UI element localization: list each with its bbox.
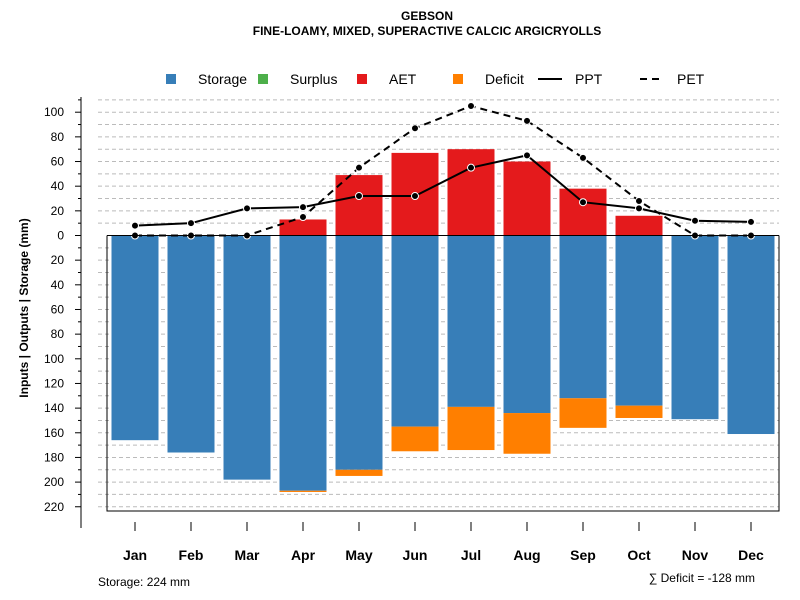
storage-bar-apr — [279, 235, 327, 491]
month-label-dec: Dec — [738, 547, 764, 563]
ppt-point-mar — [243, 204, 251, 213]
deficit-bar-may — [335, 469, 383, 476]
month-label-jul: Jul — [461, 547, 481, 563]
month-label-jan: Jan — [123, 547, 147, 563]
y-tick-label: 40 — [51, 179, 65, 193]
axes — [75, 97, 780, 531]
storage-bar-feb — [167, 235, 215, 453]
aet-bar-sep — [559, 188, 607, 236]
month-label-aug: Aug — [513, 547, 540, 563]
storage-bar-mar — [223, 235, 271, 480]
pet-point-jul — [467, 102, 475, 111]
y-tick-label: 100 — [44, 105, 64, 119]
y-tick-label: 80 — [51, 130, 65, 144]
aet-bar-aug — [503, 161, 551, 236]
storage-bar-aug — [503, 235, 551, 414]
pet-point-apr — [299, 213, 307, 222]
ppt-line — [134, 154, 752, 227]
deficit-total-label: ∑ Deficit = -128 mm — [649, 571, 755, 585]
x-tick-labels: Jan Feb Mar Apr May Jun Jul Aug Sep Oct Nov Dec — [123, 547, 764, 563]
storage-bar-dec — [727, 235, 775, 435]
legend-swatch-deficit — [453, 74, 463, 84]
y-tick-label: 160 — [44, 426, 64, 440]
deficit-bar-apr — [279, 490, 327, 492]
y-tick-label: 20 — [51, 204, 65, 218]
legend-label-surplus: Surplus — [290, 71, 337, 87]
storage-bar-nov — [671, 235, 719, 420]
storage-bar-may — [335, 235, 383, 470]
pet-point-may — [355, 163, 363, 172]
y-tick-label: 60 — [51, 302, 65, 316]
pet-point-sep — [579, 153, 587, 162]
storage-bar-jul — [447, 235, 495, 407]
month-label-sep: Sep — [570, 547, 596, 563]
ppt-point-jun — [411, 192, 419, 201]
aet-bar-jul — [447, 149, 495, 236]
ppt-point-may — [355, 192, 363, 201]
legend: Storage Surplus AET Deficit PPT PET — [166, 71, 705, 87]
ppt-point-nov — [691, 216, 699, 225]
y-tick-label: 60 — [51, 155, 65, 169]
ppt-point-dec — [747, 217, 755, 226]
y-tick-label: 80 — [51, 327, 65, 341]
legend-swatch-aet — [357, 74, 367, 84]
pet-point-oct — [635, 196, 643, 205]
storage-bar-oct — [615, 235, 663, 406]
deficit-bar-jun — [391, 426, 439, 452]
y-tick-label: 40 — [51, 278, 65, 292]
ppt-point-jan — [131, 221, 139, 230]
month-label-mar: Mar — [235, 547, 260, 563]
chart-subtitle: FINE-LOAMY, MIXED, SUPERACTIVE CALCIC AR… — [253, 24, 601, 38]
storage-bar-sep — [559, 235, 607, 399]
legend-label-ppt: PPT — [575, 71, 603, 87]
aet-bar-may — [335, 175, 383, 236]
legend-swatch-storage — [166, 74, 176, 84]
legend-label-storage: Storage — [198, 71, 247, 87]
y-tick-label: 220 — [44, 500, 64, 514]
storage-capacity-label: Storage: 224 mm — [98, 575, 190, 589]
y-tick-label: 120 — [44, 376, 64, 390]
ppt-point-apr — [299, 203, 307, 212]
y-tick-label: 180 — [44, 450, 64, 464]
storage-frame — [106, 235, 780, 512]
deficit-bar-jul — [447, 406, 495, 451]
legend-label-aet: AET — [389, 71, 417, 87]
y-tick-label: 0 — [57, 229, 64, 243]
month-label-nov: Nov — [682, 547, 709, 563]
aet-bar-oct — [615, 215, 663, 236]
legend-label-deficit: Deficit — [485, 71, 524, 87]
aet-bar-apr — [279, 219, 327, 236]
ppt-point-jul — [467, 163, 475, 172]
y-tick-labels: 2202001801601401201008060402002040608010… — [44, 105, 64, 514]
month-label-oct: Oct — [627, 547, 651, 563]
month-label-may: May — [345, 547, 372, 563]
month-label-apr: Apr — [291, 547, 316, 563]
legend-swatch-surplus — [258, 74, 268, 84]
y-tick-label: 20 — [51, 253, 65, 267]
chart-title: GEBSON — [401, 9, 453, 23]
deficit-bar-sep — [559, 398, 607, 428]
legend-label-pet: PET — [677, 71, 705, 87]
y-tick-label: 140 — [44, 401, 64, 415]
pet-point-aug — [523, 116, 531, 125]
storage-bar-jun — [391, 235, 439, 427]
bars — [111, 149, 775, 492]
month-label-feb: Feb — [179, 547, 204, 563]
ppt-point-oct — [635, 204, 643, 213]
y-axis-label: Inputs | Outputs | Storage (mm) — [17, 218, 31, 397]
storage-bar-jan — [111, 235, 159, 441]
deficit-bar-oct — [615, 405, 663, 418]
pet-point-jun — [411, 124, 419, 133]
month-label-jun: Jun — [403, 547, 428, 563]
deficit-bar-aug — [503, 413, 551, 454]
ppt-point-aug — [523, 151, 531, 160]
y-tick-label: 200 — [44, 475, 64, 489]
y-tick-label: 100 — [44, 352, 64, 366]
ppt-point-feb — [187, 219, 195, 228]
ppt-point-sep — [579, 198, 587, 207]
